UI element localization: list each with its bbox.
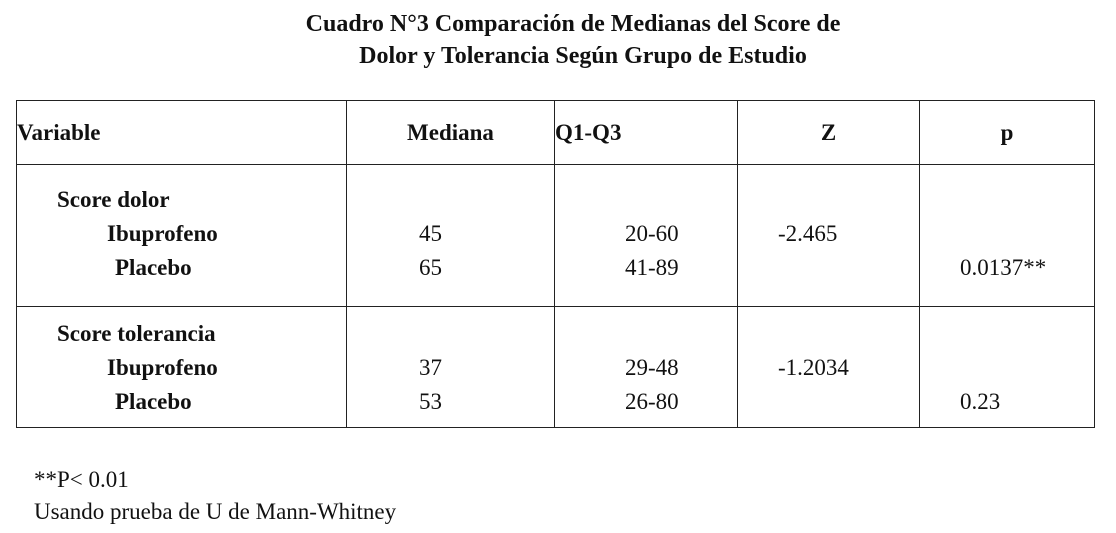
group-label: Score dolor xyxy=(57,187,170,212)
cell-variable: Score tolerancia Ibuprofeno Placebo xyxy=(16,306,347,428)
cell-z: -2.465 xyxy=(737,164,920,307)
cell-q1-q3: 29-48 26-80 xyxy=(554,306,738,428)
table-row-score-dolor: Score dolor Ibuprofeno Placebo 45 65 20-… xyxy=(16,164,1095,307)
row-label-placebo: Placebo xyxy=(115,389,192,414)
row-label-placebo: Placebo xyxy=(115,255,192,280)
z-value: -2.465 xyxy=(778,221,838,246)
q-range-value: 20-60 xyxy=(625,221,679,246)
mediana-value: 53 xyxy=(419,389,442,414)
header-row: Variable Mediana Q1-Q3 Z p xyxy=(16,100,1095,165)
cell-mediana: 37 53 xyxy=(346,306,555,428)
cell-z: -1.2034 xyxy=(737,306,920,428)
q-range-value: 26-80 xyxy=(625,389,679,414)
row-label-ibuprofeno: Ibuprofeno xyxy=(107,221,218,246)
mediana-value: 45 xyxy=(419,221,442,246)
header-z: Z xyxy=(737,100,920,165)
cell-variable: Score dolor Ibuprofeno Placebo xyxy=(16,164,347,307)
p-value: 0.23 xyxy=(960,389,1001,414)
cell-p: 0.23 xyxy=(919,306,1095,428)
cell-q1-q3: 20-60 41-89 xyxy=(554,164,738,307)
header-mediana: Mediana xyxy=(346,100,555,165)
row-label-ibuprofeno: Ibuprofeno xyxy=(107,355,218,380)
table-row-score-tolerancia: Score tolerancia Ibuprofeno Placebo 37 5… xyxy=(16,306,1095,428)
footnotes: **P< 0.01 Usando prueba de U de Mann-Whi… xyxy=(34,464,396,528)
z-value: -1.2034 xyxy=(778,355,849,380)
mediana-value: 65 xyxy=(419,255,442,280)
caption-line-2: Dolor y Tolerancia Según Grupo de Estudi… xyxy=(359,43,807,69)
q-range-value: 29-48 xyxy=(625,355,679,380)
group-label: Score tolerancia xyxy=(57,321,216,346)
header-p: p xyxy=(919,100,1095,165)
cell-mediana: 45 65 xyxy=(346,164,555,307)
table-caption: Cuadro N°3 Comparación de Medianas del S… xyxy=(0,8,1116,72)
header-variable: Variable xyxy=(16,100,347,165)
q-range-value: 41-89 xyxy=(625,255,679,280)
comparison-table: Variable Mediana Q1-Q3 Z p Score dolor I… xyxy=(16,100,1095,428)
caption-line-1: Cuadro N°3 Comparación de Medianas del S… xyxy=(305,11,841,37)
footnote-significance: **P< 0.01 xyxy=(34,467,129,492)
cell-p: 0.0137** xyxy=(919,164,1095,307)
header-q1-q3: Q1-Q3 xyxy=(554,100,738,165)
mediana-value: 37 xyxy=(419,355,442,380)
p-value: 0.0137** xyxy=(960,255,1047,280)
footnote-method: Usando prueba de U de Mann-Whitney xyxy=(34,499,397,524)
